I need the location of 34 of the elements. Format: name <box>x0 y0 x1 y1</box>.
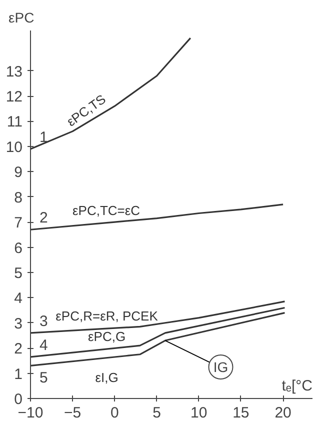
y-tick-label: 12 <box>6 88 23 106</box>
annotation: εPC,R=εR, PCEK <box>56 308 158 324</box>
line-series <box>30 204 284 230</box>
y-tick-label: 10 <box>6 138 23 156</box>
y-tick-label: 3 <box>14 315 22 332</box>
y-tick-label: 8 <box>14 189 22 206</box>
x-tick-label: 20 <box>274 404 292 422</box>
y-tick-label: 13 <box>6 63 23 80</box>
series-label: 3 <box>40 312 48 330</box>
y-axis-title: εPC <box>8 10 34 26</box>
x-tick-label: 10 <box>190 404 208 422</box>
y-tick-label: 1 <box>14 366 22 383</box>
line-series <box>30 306 286 358</box>
y-tick-label: 11 <box>6 114 23 131</box>
y-tick-label: 6 <box>14 240 22 257</box>
x-axis-title: tₑ[°C <box>282 378 313 394</box>
x-tick-label: 5 <box>152 404 161 422</box>
y-tick-label: 7 <box>14 214 22 232</box>
series-label: 1 <box>40 128 48 146</box>
x-tick-label: 15 <box>232 404 250 422</box>
series-label: 4 <box>40 336 48 354</box>
y-tick-label: 2 <box>14 340 22 358</box>
line-series <box>30 37 192 150</box>
y-tick-label: 9 <box>14 164 22 182</box>
annotation: IG <box>213 358 228 375</box>
annotation: εI,G <box>95 370 118 385</box>
y-tick-label: 4 <box>14 290 22 308</box>
x-tick-label: −5 <box>64 404 82 422</box>
y-tick-label: 5 <box>14 264 22 282</box>
series-label: 2 <box>40 210 48 227</box>
annotation: εPC,G <box>88 329 126 344</box>
annotation: εPC,TC=εC <box>72 202 140 218</box>
x-tick-label: 0 <box>110 404 119 422</box>
series-label: 5 <box>40 370 48 387</box>
